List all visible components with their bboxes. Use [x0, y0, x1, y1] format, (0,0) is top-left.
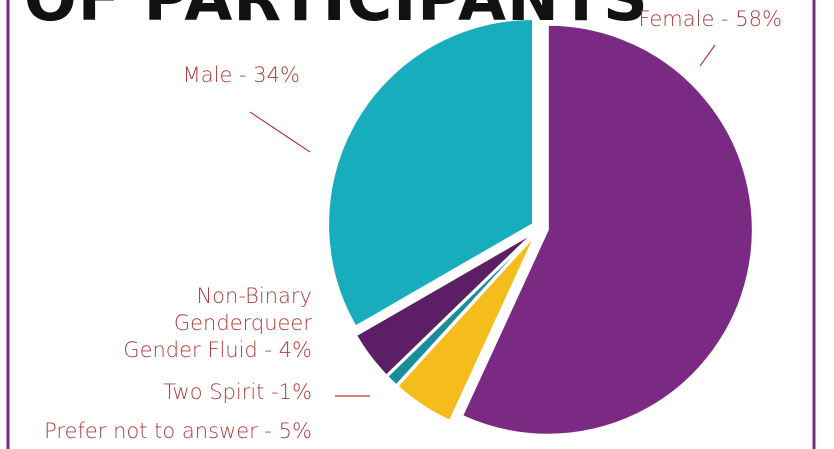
slice-label: Non-Binary Genderqueer Gender Fluid - 4%: [123, 284, 312, 362]
pie-slice: [460, 23, 754, 436]
pie-slice: [385, 233, 536, 387]
slice-label: Two Spirit -1%: [163, 380, 312, 404]
slice-label: Male - 34%: [182, 63, 300, 87]
slice-label: Prefer not to answer - 5%: [44, 419, 312, 443]
leader-line: [249, 111, 311, 153]
slice-label: Female - 58%: [638, 7, 782, 31]
pie-slice: [396, 233, 537, 423]
pie-slice: [327, 17, 535, 328]
chart-title: OF PARTICIPANTS: [24, 0, 649, 35]
leader-line: [699, 44, 716, 67]
pie-slice: [354, 231, 535, 377]
